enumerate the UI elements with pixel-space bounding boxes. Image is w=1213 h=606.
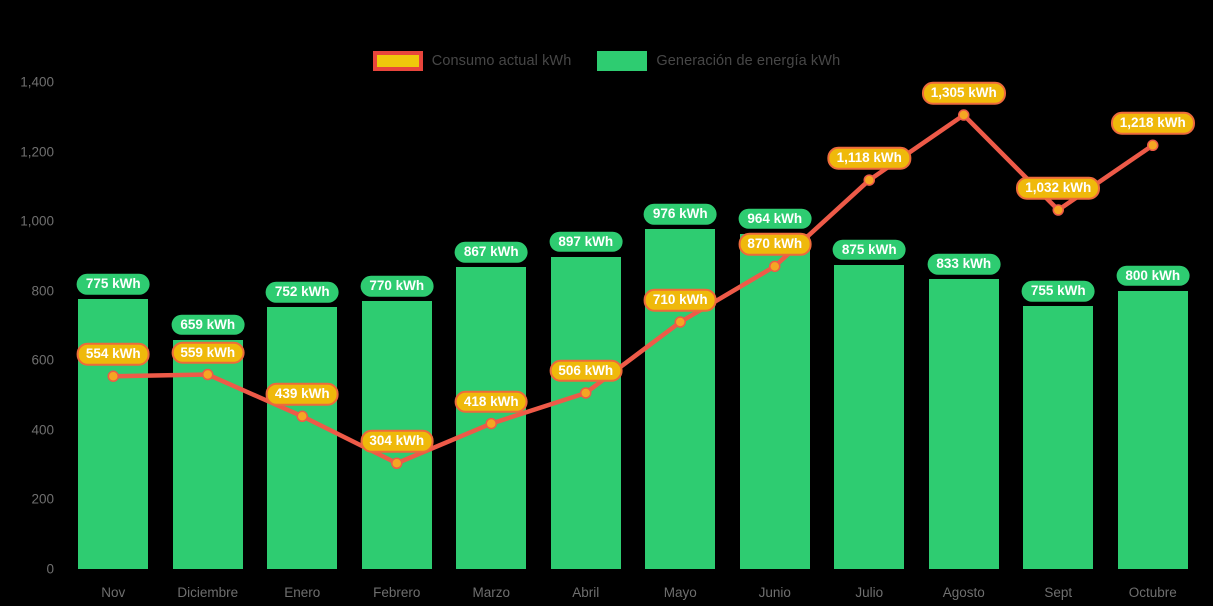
bar-enero[interactable] <box>267 307 338 569</box>
legend-swatch-generacion-icon <box>597 51 648 71</box>
bar-octubre[interactable] <box>1117 290 1188 569</box>
line-marker[interactable] <box>1147 139 1159 152</box>
bar-label: 659 kWh <box>171 314 245 335</box>
bar-marzo[interactable] <box>456 267 527 569</box>
line-label: 1,032 kWh <box>1016 176 1101 200</box>
bar-abril[interactable] <box>550 256 621 569</box>
bar-diciembre[interactable] <box>172 339 243 569</box>
y-axis-tick: 800 <box>31 283 54 299</box>
bar-label: 752 kWh <box>265 282 339 303</box>
x-axis-tick: Marzo <box>472 585 511 600</box>
line-label: 418 kWh <box>454 390 528 413</box>
x-axis-tick: Sept <box>1044 585 1073 600</box>
x-axis-tick: Enero <box>284 585 321 600</box>
legend-label-consumo: Consumo actual kWh <box>431 53 572 69</box>
line-label: 1,118 kWh <box>827 146 911 170</box>
bar-agosto[interactable] <box>928 279 999 569</box>
bar-label: 964 kWh <box>738 208 812 229</box>
bar-label: 897 kWh <box>549 231 623 253</box>
y-axis-tick: 1,400 <box>20 74 54 90</box>
x-axis-tick: Agosto <box>942 585 985 600</box>
line-label: 1,218 kWh <box>1110 112 1195 135</box>
legend-swatch-consumo-icon <box>372 51 423 71</box>
line-label: 1,305 kWh <box>921 81 1006 105</box>
bar-label: 800 kWh <box>1116 265 1190 286</box>
y-axis-tick: 200 <box>31 491 54 507</box>
x-axis-tick: Octubre <box>1128 585 1177 600</box>
bar-sept[interactable] <box>1023 306 1094 569</box>
bar-julio[interactable] <box>834 264 905 569</box>
x-axis-tick: Nov <box>101 585 126 600</box>
x-axis-tick: Abril <box>572 585 600 600</box>
line-label: 559 kWh <box>171 341 245 364</box>
bar-label: 875 kWh <box>832 239 906 260</box>
x-axis-tick: Febrero <box>373 585 421 600</box>
line-label: 506 kWh <box>549 359 623 383</box>
y-axis-tick: 0 <box>46 561 54 577</box>
line-label: 554 kWh <box>76 343 150 366</box>
y-axis-tick: 400 <box>31 422 54 438</box>
line-label: 439 kWh <box>265 383 339 406</box>
bar-junio[interactable] <box>739 233 810 569</box>
bar-label: 976 kWh <box>643 204 717 225</box>
line-label: 870 kWh <box>738 233 812 256</box>
legend-item-consumo[interactable]: Consumo actual kWh <box>372 51 572 71</box>
bar-mayo[interactable] <box>645 229 716 569</box>
bar-label: 770 kWh <box>360 275 434 297</box>
x-axis-tick: Julio <box>855 585 884 600</box>
x-axis-tick: Diciembre <box>177 585 239 600</box>
y-axis-tick: 1,200 <box>20 144 54 160</box>
chart-legend: Consumo actual kWh Generación de energía… <box>0 48 1213 74</box>
y-axis-tick: 600 <box>31 352 54 368</box>
y-axis-tick: 1,000 <box>20 213 54 229</box>
line-label: 710 kWh <box>643 288 717 312</box>
bar-label: 867 kWh <box>454 242 528 263</box>
x-axis-tick: Mayo <box>663 585 697 600</box>
line-marker[interactable] <box>958 109 970 121</box>
legend-label-generacion: Generación de energía kWh <box>656 53 841 69</box>
line-label: 304 kWh <box>360 430 434 453</box>
line-marker[interactable] <box>1052 204 1064 216</box>
bar-nov[interactable] <box>78 299 149 569</box>
line-marker[interactable] <box>863 174 875 186</box>
bar-label: 755 kWh <box>1021 281 1095 302</box>
bar-label: 775 kWh <box>76 274 150 295</box>
x-axis-tick: Junio <box>758 585 791 600</box>
bar-label: 833 kWh <box>927 253 1001 275</box>
legend-item-generacion[interactable]: Generación de energía kWh <box>597 51 840 71</box>
